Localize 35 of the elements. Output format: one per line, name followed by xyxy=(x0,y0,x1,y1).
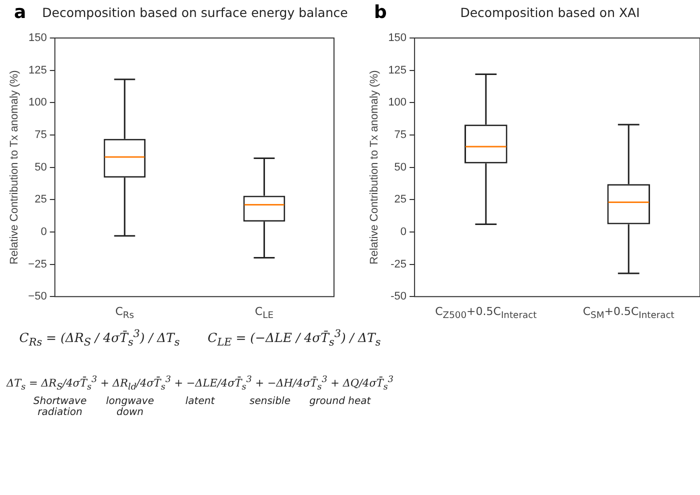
x-tick-label: C$_{Z500}$+0.5C$_{Interact}$ xyxy=(435,304,537,321)
y-tick-label: -50 xyxy=(390,290,407,303)
y-tick-label: 25 xyxy=(34,194,47,206)
text: Shortwave radiation xyxy=(32,396,88,418)
y-tick-label: 125 xyxy=(388,64,407,76)
y-tick-label: -25 xyxy=(390,258,407,270)
chart-title: Decomposition based on surface energy balance xyxy=(41,5,349,20)
y-axis-title: Relative Contribution to Tx anomaly (%) xyxy=(8,70,21,264)
text: longwave down xyxy=(105,396,155,418)
y-tick-label: 100 xyxy=(388,96,407,109)
y-tick-label: 75 xyxy=(394,129,407,142)
y-tick-label: 75 xyxy=(34,129,47,142)
text: C$_{Rs}$ = (ΔR$_{S}$ / 4σT̄$_{s}$$^{3}$) / ΔT$_{s}$ xyxy=(19,328,180,349)
y-tick-label: 25 xyxy=(394,194,407,206)
y-tick-label: 150 xyxy=(388,32,407,44)
y-tick-label: 150 xyxy=(28,32,47,44)
x-tick-label: C$_{SM}$+0.5C$_{Interact}$ xyxy=(582,304,674,321)
y-tick-label: 50 xyxy=(394,161,407,174)
chart-title: Decomposition based on XAI xyxy=(459,5,641,20)
text: latent xyxy=(184,396,216,410)
text: b xyxy=(374,2,387,23)
y-tick-label: 100 xyxy=(28,96,47,109)
text: C$_{LE}$ = (−ΔLE / 4σT̄$_{s}$$^{3}$) / ΔT$_{s}$ xyxy=(208,328,381,349)
text: ground heat xyxy=(308,396,372,410)
x-tick-label: C$_{LE}$ xyxy=(254,304,274,321)
y-tick-label: 0 xyxy=(40,226,47,238)
y-axis-title: Relative Contribution to Tx anomaly (%) xyxy=(368,70,381,264)
y-tick-label: −50 xyxy=(28,290,47,303)
y-tick-label: 0 xyxy=(400,226,407,238)
y-tick-label: −25 xyxy=(28,258,47,270)
text: sensible xyxy=(248,396,292,410)
text: a xyxy=(14,2,26,23)
y-tick-label: 125 xyxy=(28,64,47,76)
x-tick-label: C$_{Rs}$ xyxy=(115,304,134,321)
y-tick-label: 50 xyxy=(34,161,47,174)
